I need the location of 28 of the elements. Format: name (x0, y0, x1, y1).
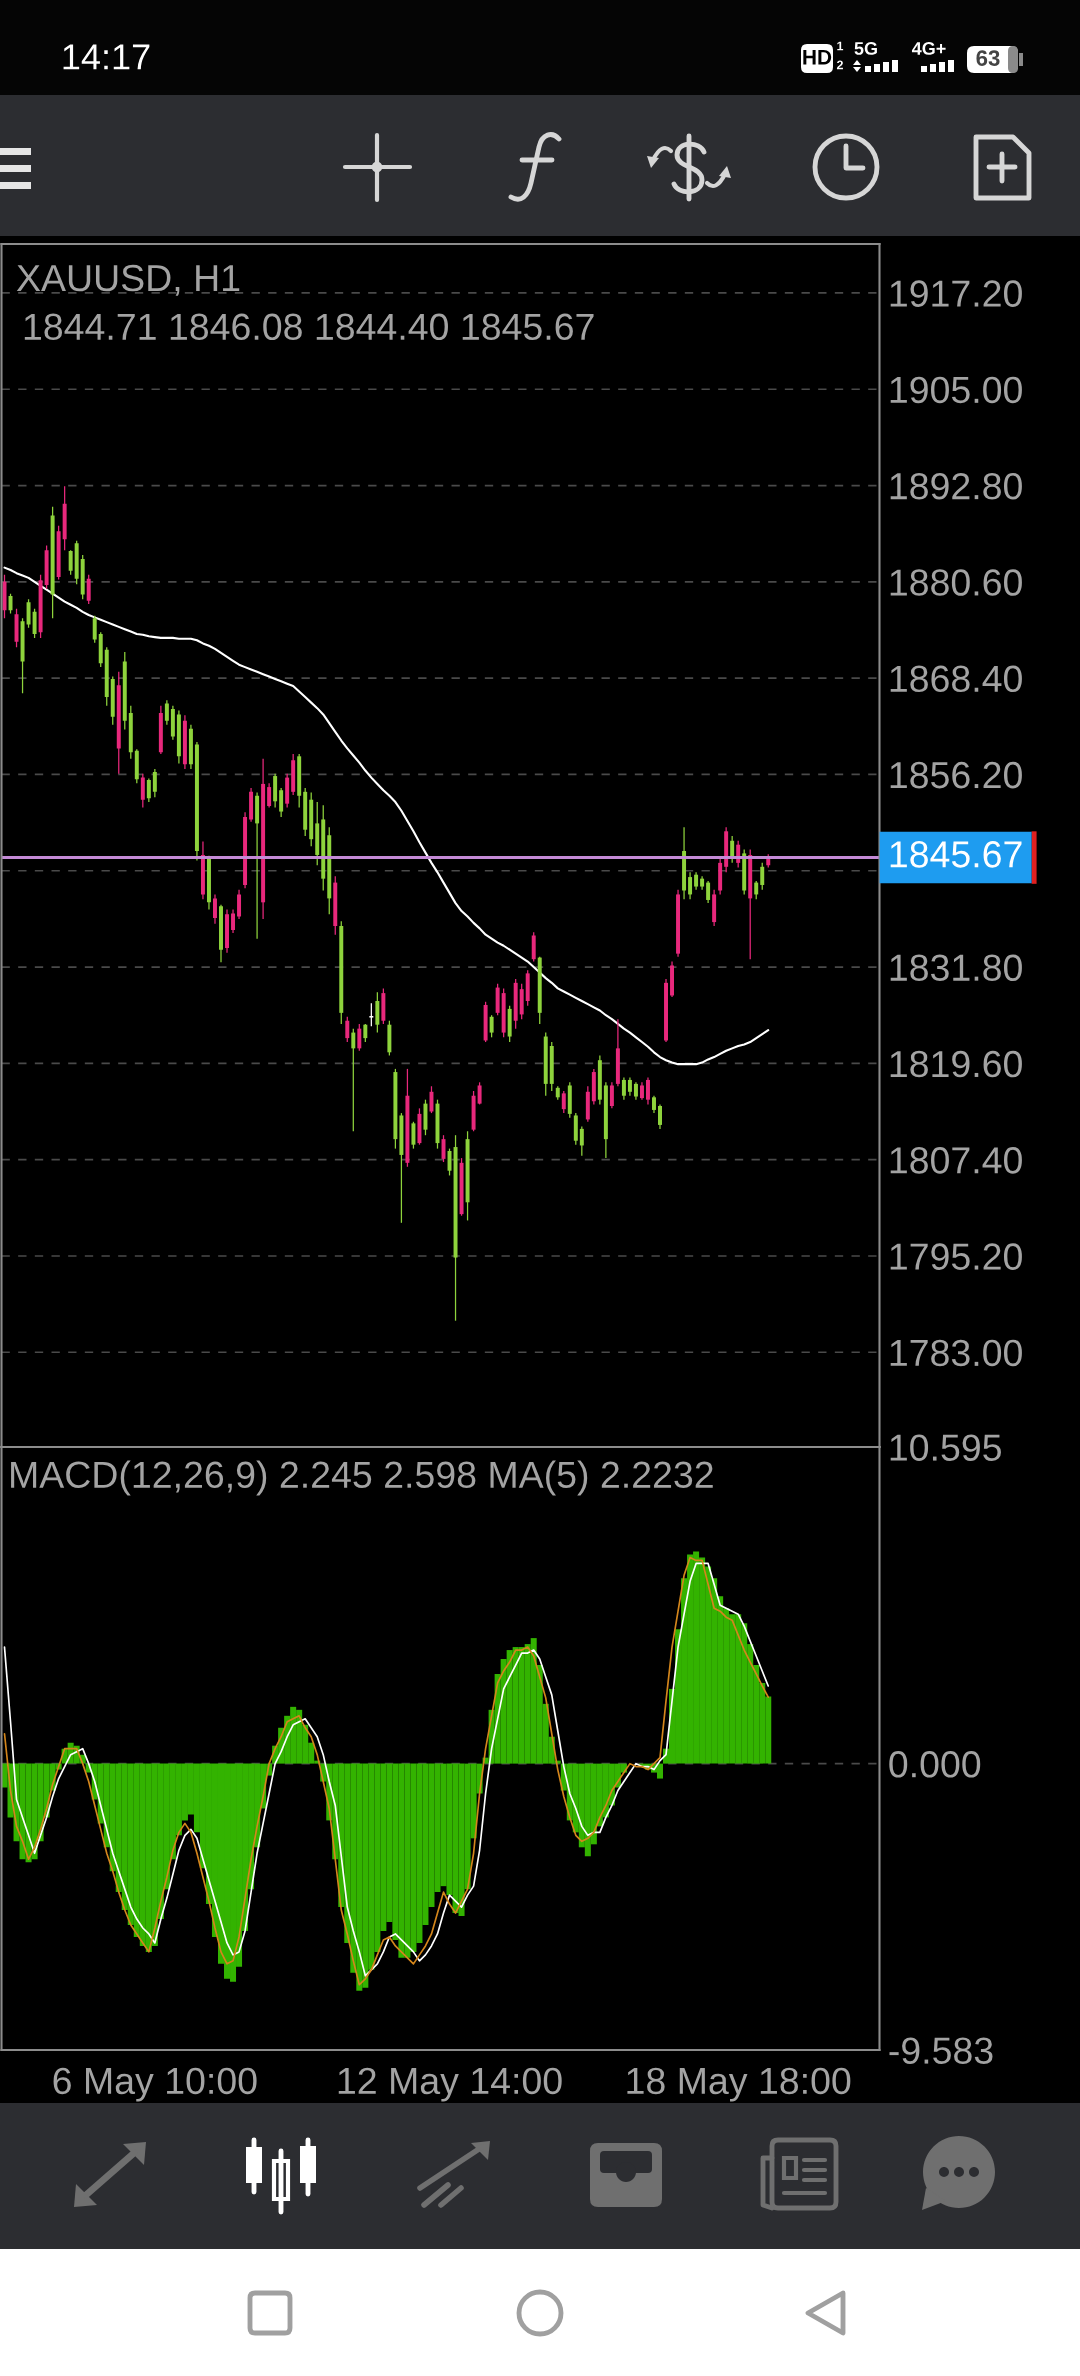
text: 1 (837, 41, 844, 51)
y-tick-label: 1892.80 (890, 472, 1022, 500)
ref-line-label: 1845.67 (890, 841, 1022, 868)
chart-title: XAUUSD, H1 (16, 264, 240, 296)
text: 63 (976, 50, 1000, 66)
y-tick-label: 1783.00 (890, 1339, 1022, 1367)
text: HD (803, 50, 832, 65)
y-tick-label: 10.595 (890, 1434, 1001, 1461)
y-tick-label: -9.583 (889, 2037, 993, 2064)
text: 4G+ (911, 42, 946, 55)
y-tick-label: 1856.20 (890, 761, 1022, 789)
y-tick-label: 1880.60 (890, 569, 1022, 596)
chart-title: MACD(12,26,9) 2.245 2.598 MA(5) 2.2232 (11, 1460, 713, 1496)
y-tick-label: 1905.00 (890, 376, 1022, 404)
y-tick-label: 1917.20 (890, 280, 1022, 307)
text: 2 (836, 60, 843, 70)
text: 14:17 (63, 44, 150, 70)
y-tick-label: 1868.40 (890, 665, 1022, 693)
text: 1844.71 1846.08 1844.40 1845.67 (24, 313, 594, 341)
y-tick-label: 1831.80 (890, 954, 1022, 982)
y-tick-label: 1795.20 (890, 1243, 1022, 1270)
x-tick-label: 12 May 14:00 (338, 2067, 562, 2102)
text: 5G (854, 42, 877, 55)
y-tick-label: 1807.40 (890, 1147, 1022, 1174)
y-tick-label: 0.000 (889, 1751, 981, 1778)
x-tick-label: 18 May 18:00 (627, 2067, 851, 2102)
y-tick-label: 1819.60 (890, 1050, 1022, 1078)
x-tick-label: 6 May 10:00 (53, 2067, 257, 2102)
